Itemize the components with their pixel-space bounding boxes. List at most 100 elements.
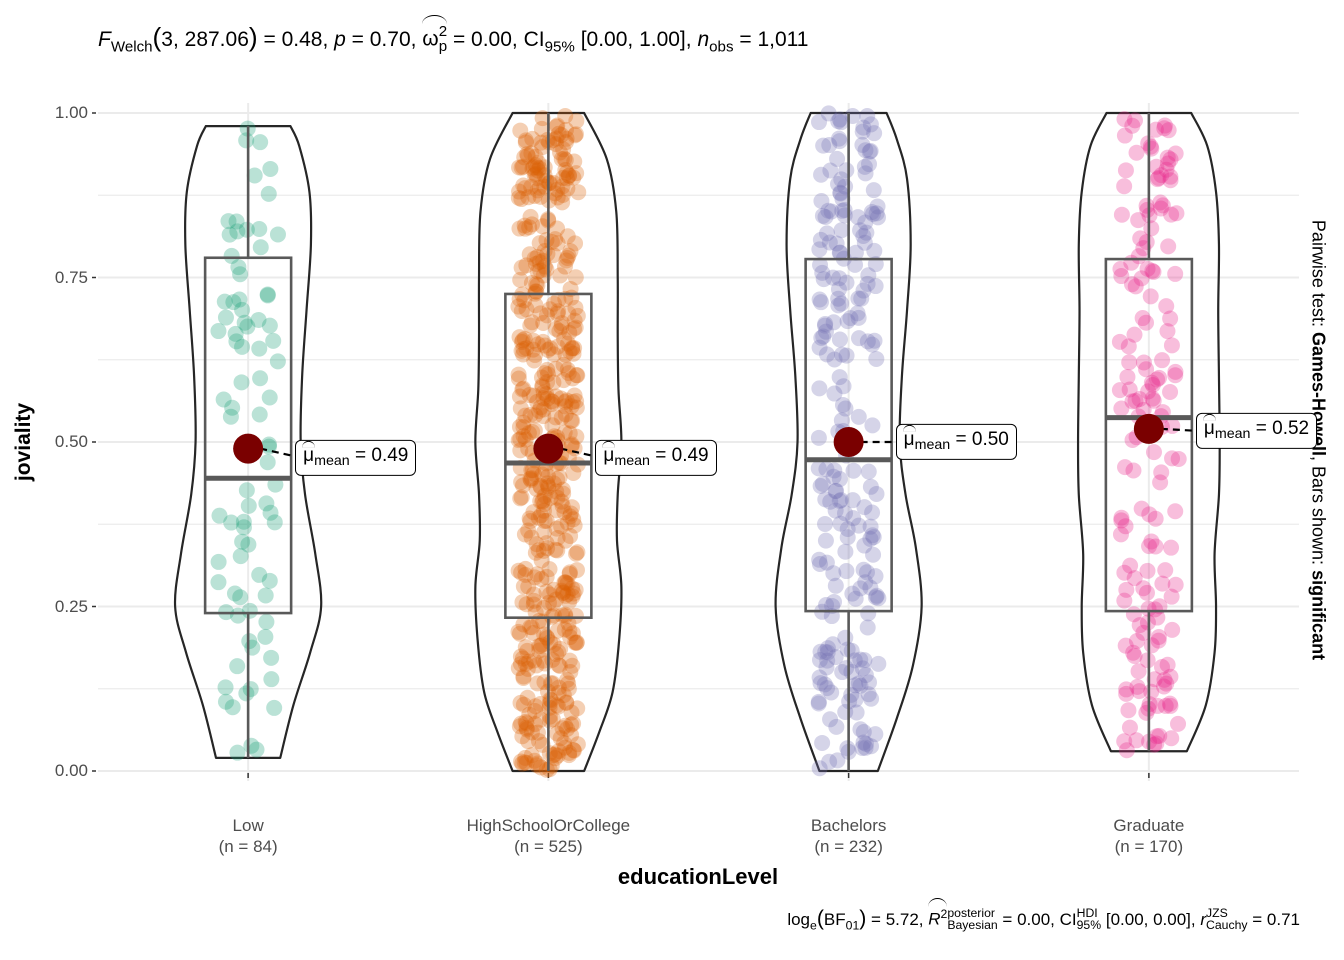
data-point [560,675,577,692]
data-point [549,338,566,355]
data-point [562,527,579,544]
data-point [542,489,559,506]
data-point [545,581,562,598]
data-point [562,629,579,646]
data-point [817,209,834,226]
data-point [822,162,839,179]
data-point [1113,206,1130,223]
data-point [854,136,871,153]
y-tick-label: 0.00 [54,761,88,780]
data-point [531,235,548,252]
data-point [568,634,585,651]
data-point [512,400,529,417]
data-point [522,470,539,487]
data-point [563,436,580,453]
data-point [850,517,867,534]
data-point [231,291,248,308]
data-point [550,698,567,715]
x-tick-group-n: (n = 170) [1114,837,1184,856]
data-point [234,301,251,318]
data-point [1144,390,1161,407]
mean-value: 0.50 [971,428,1009,450]
data-point [1124,393,1141,410]
data-point [863,690,880,707]
data-point [210,323,227,340]
mean-markers [233,413,1197,464]
data-point [828,718,845,735]
data-point [544,417,561,434]
data-point [838,660,855,677]
data-point [550,743,567,760]
data-point [1146,671,1163,688]
data-point [563,727,580,744]
data-point [515,668,532,685]
y-tick-label: 0.50 [54,432,88,451]
data-point [560,335,577,352]
data-point [1147,601,1164,618]
data-point [824,269,841,286]
data-point [826,385,843,402]
data-point [549,471,566,488]
data-point [535,492,552,509]
data-point [1117,518,1134,535]
data-point [549,305,566,322]
data-point [257,587,274,604]
data-point [526,352,543,369]
data-point [1135,580,1152,597]
data-point [1126,326,1143,343]
data-point [540,478,557,495]
data-point [544,675,561,692]
data-point [211,507,228,524]
data-point [222,408,239,425]
data-point [817,643,834,660]
data-point [528,757,545,774]
data-point [555,585,572,602]
data-point [513,753,530,770]
data-point [833,114,850,131]
data-point [1151,727,1168,744]
data-point [553,518,570,535]
data-point [533,507,550,524]
data-point [526,167,543,184]
data-point [513,715,530,732]
data-point [535,390,552,407]
data-point [530,509,547,526]
data-point [539,361,556,378]
data-point [234,533,251,550]
data-point [559,228,576,245]
data-point [517,220,534,237]
data-point [1149,371,1166,388]
data-point [513,473,530,490]
data-point [549,529,566,546]
data-point [511,388,528,405]
data-point [532,637,549,654]
data-point [248,741,265,758]
data-point [511,329,528,346]
data-point [551,469,568,486]
data-point [538,583,555,600]
data-point [862,116,879,133]
data-point [513,342,530,359]
violin-Graduate [1076,111,1221,753]
caption-ci-sub: 95% [1076,918,1102,933]
data-point [526,569,543,586]
data-point [533,120,550,137]
data-point [549,220,566,237]
data-point [839,529,856,546]
data-point [560,167,577,184]
data-point [1156,117,1173,134]
data-point [516,330,533,347]
data-point [829,150,846,167]
x-tick-label: Low (n = 84) [219,815,278,857]
data-point [550,303,567,320]
data-point [568,367,585,384]
data-point [514,728,531,745]
data-point [1162,668,1179,685]
data-point [1143,637,1160,654]
data-point [515,380,532,397]
mean-symbol: μ [1202,413,1216,439]
box [1104,257,1194,613]
data-point [519,147,536,164]
data-point [263,671,280,688]
data-point [538,261,555,278]
